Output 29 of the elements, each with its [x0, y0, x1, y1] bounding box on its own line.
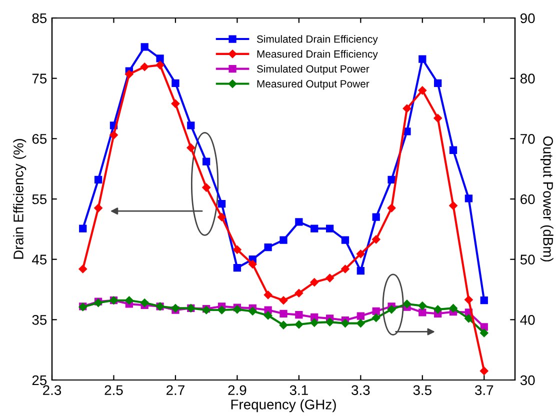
y2-tick-label: 40 — [520, 315, 535, 325]
y-tick-label: 35 — [32, 315, 47, 325]
x-tick-label: 2.9 — [228, 385, 246, 396]
y-tick-label: 85 — [32, 13, 47, 24]
y-tick-label: 75 — [32, 74, 47, 84]
y-tick-label: 65 — [32, 134, 47, 144]
x-tick-label: 3.1 — [290, 385, 308, 396]
y2-tick-label: 30 — [520, 375, 535, 386]
y2-tick-label: 90 — [520, 13, 535, 24]
y-tick-label: 45 — [32, 254, 47, 265]
x-tick-label: 3.7 — [475, 385, 494, 396]
x-tick-label: 2.7 — [166, 385, 184, 395]
y-axis-title: Drain Efficiency (%) — [13, 139, 26, 259]
y2-tick-label: 70 — [520, 134, 535, 144]
x-tick-label: 3.5 — [413, 385, 432, 396]
x-tick-label: 3.3 — [352, 385, 370, 396]
y2-tick-label: 80 — [520, 74, 535, 84]
y2-tick-label: 60 — [520, 194, 535, 204]
x-axis-title: Frequency (GHz) — [231, 399, 336, 412]
y2-axis-title: Output Power (dBm) — [540, 136, 554, 262]
x-tick-label: 2.5 — [104, 385, 123, 396]
legend-label: Simulated Output Power — [256, 64, 370, 75]
legend-label: Measured Drain Efficiency — [257, 50, 378, 60]
y2-tick-label: 50 — [520, 254, 535, 265]
legend-label: Simulated Drain Efficiency — [256, 35, 378, 45]
y-tick-label: 55 — [32, 194, 47, 204]
y-tick-label: 25 — [32, 375, 47, 386]
x-tick-label: 2.3 — [43, 385, 62, 396]
legend-label: Measured Output Power — [257, 80, 370, 90]
